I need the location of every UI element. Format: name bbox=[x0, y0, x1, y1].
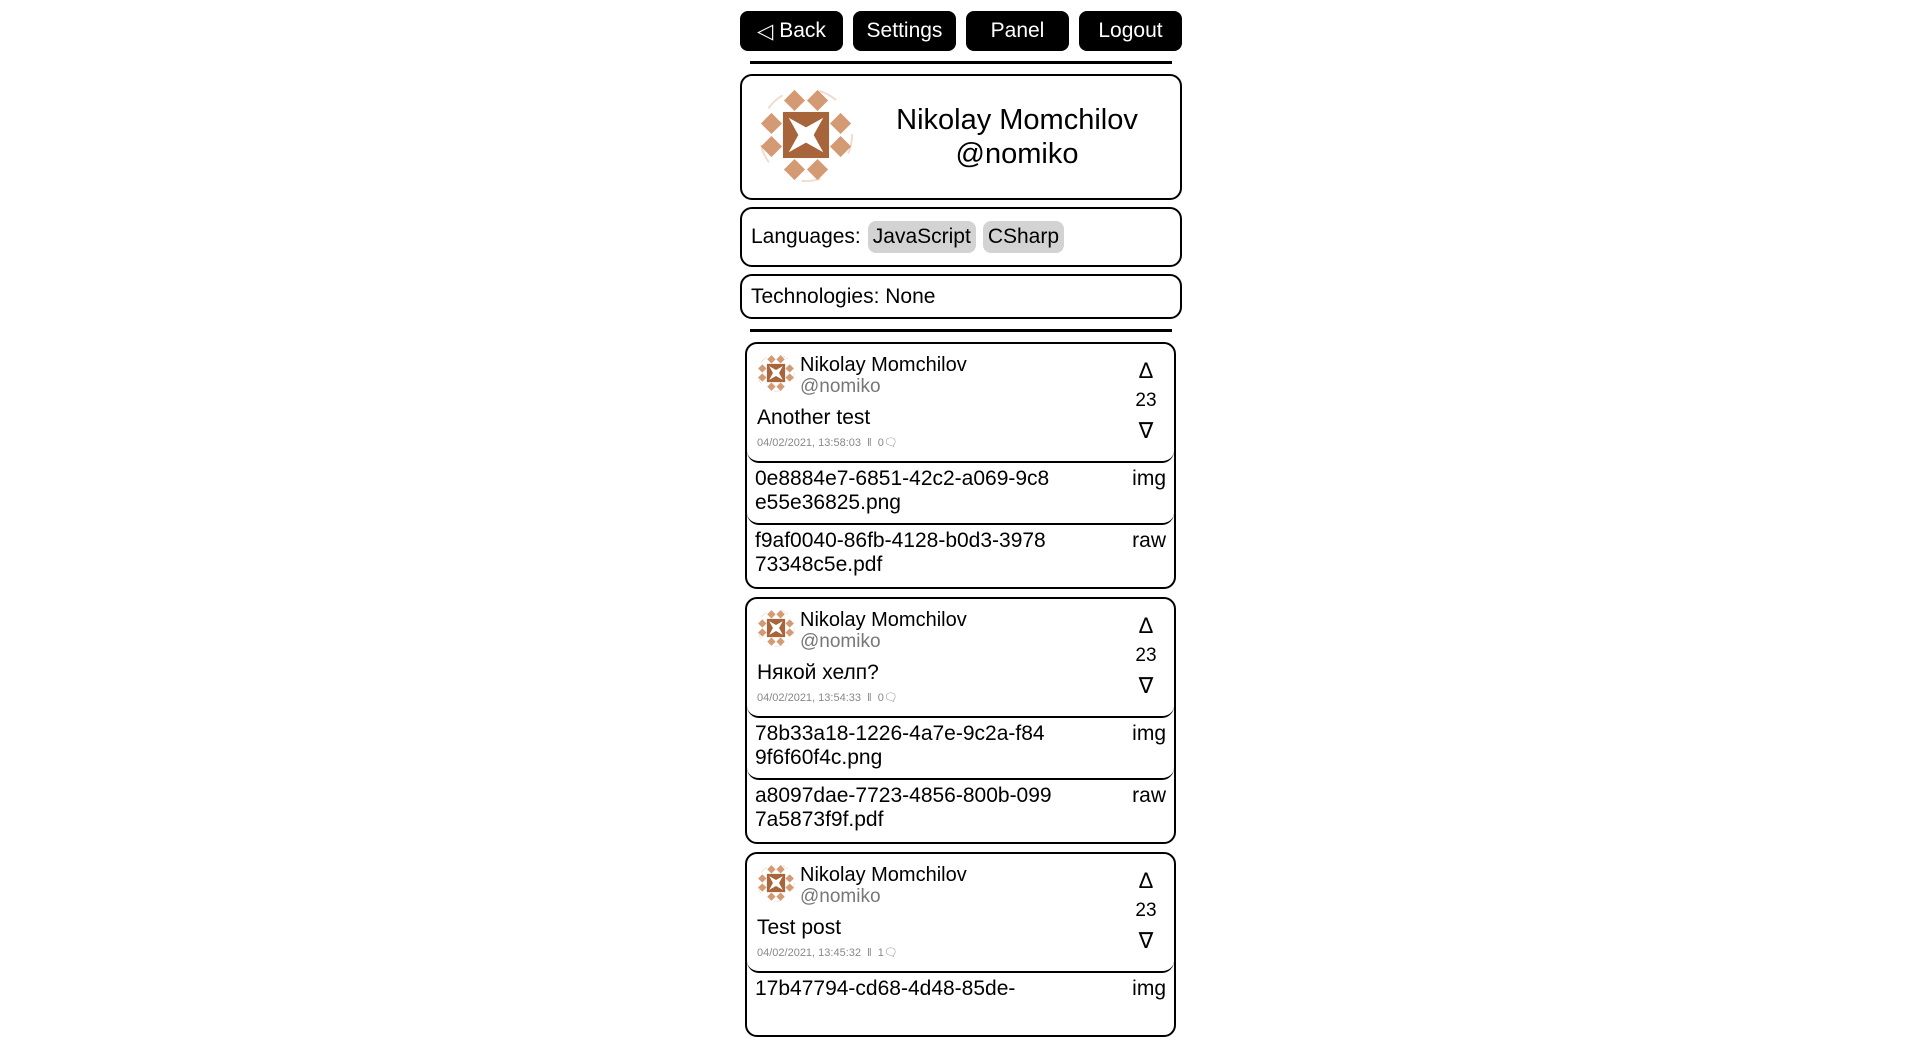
post-card: Nikolay Momchilov @nomiko Another test 0… bbox=[745, 342, 1176, 589]
profile-name: Nikolay Momchilov bbox=[896, 104, 1138, 136]
vote-widget: Δ 23 ∇ bbox=[1128, 866, 1164, 956]
profile-username: @nomiko bbox=[955, 138, 1079, 170]
vote-widget: Δ 23 ∇ bbox=[1128, 356, 1164, 446]
language-tag[interactable]: JavaScript bbox=[867, 221, 976, 253]
post-author-username[interactable]: @nomiko bbox=[800, 886, 881, 907]
post-text[interactable]: Някой хелп? bbox=[757, 661, 879, 684]
attachment-type: raw bbox=[1132, 529, 1166, 552]
attachment-name[interactable]: 0e8884e7-6851-42c2-a069-9c8e55e36825.png bbox=[755, 467, 1050, 514]
vote-widget: Δ 23 ∇ bbox=[1128, 611, 1164, 701]
settings-button[interactable]: Settings bbox=[853, 11, 956, 51]
language-tag[interactable]: CSharp bbox=[982, 221, 1065, 253]
attachment-name[interactable]: f9af0040-86fb-4128-b0d3-397873348c5e.pdf bbox=[755, 529, 1046, 576]
panel-button[interactable]: Panel bbox=[966, 11, 1069, 51]
attachment-name[interactable]: 17b47794-cd68-4d48-85de- bbox=[755, 977, 1016, 1000]
nav-bar: ◁ Back Settings Panel Logout bbox=[740, 11, 1182, 51]
score: 23 bbox=[1135, 900, 1157, 921]
upvote-button[interactable]: Δ bbox=[1138, 613, 1154, 638]
attachment-name[interactable]: a8097dae-7723-4856-800b-0997a5873f9f.pdf bbox=[755, 784, 1052, 831]
divider bbox=[750, 61, 1172, 64]
comment-count: 0 bbox=[877, 437, 884, 449]
technologies-card: Technologies: None bbox=[740, 274, 1182, 319]
divider bbox=[750, 329, 1172, 332]
post-avatar[interactable] bbox=[757, 609, 795, 653]
downvote-button[interactable]: ∇ bbox=[1138, 928, 1154, 953]
comment-icon[interactable]: 🗨 bbox=[883, 437, 898, 449]
score: 23 bbox=[1135, 390, 1157, 411]
post-avatar[interactable] bbox=[757, 354, 795, 398]
post-card: Nikolay Momchilov @nomiko Някой хелп? 04… bbox=[745, 597, 1176, 844]
post-date: 04/02/2021, 13:58:03 bbox=[757, 437, 861, 449]
profile-card: Nikolay Momchilov @nomiko bbox=[740, 74, 1182, 200]
page-column: ◁ Back Settings Panel Logout Nikolay Momc… bbox=[740, 0, 1182, 1045]
post-text[interactable]: Test post bbox=[757, 916, 842, 939]
post-date: 04/02/2021, 13:54:33 bbox=[757, 692, 861, 704]
post-author-username[interactable]: @nomiko bbox=[800, 631, 881, 652]
post-list: Nikolay Momchilov @nomiko Another test 0… bbox=[740, 342, 1182, 1037]
downvote-button[interactable]: ∇ bbox=[1138, 673, 1154, 698]
separator: ‖ bbox=[867, 692, 872, 704]
post-author-username[interactable]: @nomiko bbox=[800, 376, 881, 397]
post-meta: 04/02/2021, 13:45:32 ‖ 1🗨 bbox=[757, 946, 1174, 959]
attachment-row[interactable]: a8097dae-7723-4856-800b-0997a5873f9f.pdf… bbox=[747, 780, 1174, 842]
attachment-row[interactable]: 78b33a18-1226-4a7e-9c2a-f849f6f60f4c.png… bbox=[747, 718, 1174, 780]
comment-icon[interactable]: 🗨 bbox=[883, 692, 898, 704]
identicon-icon bbox=[757, 354, 795, 392]
score: 23 bbox=[1135, 645, 1157, 666]
attachment-type: img bbox=[1132, 977, 1166, 1000]
upvote-button[interactable]: Δ bbox=[1138, 868, 1154, 893]
post-meta: 04/02/2021, 13:54:33 ‖ 0🗨 bbox=[757, 691, 1174, 704]
technologies-label: Technologies: None bbox=[751, 284, 936, 308]
identicon-icon bbox=[758, 87, 854, 182]
post-date: 04/02/2021, 13:45:32 bbox=[757, 947, 861, 959]
comment-icon[interactable]: 🗨 bbox=[883, 947, 898, 959]
upvote-button[interactable]: Δ bbox=[1138, 358, 1154, 383]
attachment-type: img bbox=[1132, 467, 1166, 490]
logout-button[interactable]: Logout bbox=[1079, 11, 1182, 51]
post-author-name[interactable]: Nikolay Momchilov bbox=[800, 609, 967, 631]
comment-count: 0 bbox=[877, 692, 884, 704]
identicon-icon bbox=[757, 609, 795, 647]
downvote-button[interactable]: ∇ bbox=[1138, 418, 1154, 443]
back-button[interactable]: ◁ Back bbox=[740, 11, 843, 51]
back-label: Back bbox=[779, 19, 826, 42]
post-card: Nikolay Momchilov @nomiko Test post 04/0… bbox=[745, 852, 1176, 1037]
languages-label: Languages: bbox=[751, 225, 861, 248]
separator: ‖ bbox=[867, 437, 872, 449]
triangle-left-icon: ◁ bbox=[757, 19, 774, 43]
post-author-name[interactable]: Nikolay Momchilov bbox=[800, 354, 967, 376]
attachment-name[interactable]: 78b33a18-1226-4a7e-9c2a-f849f6f60f4c.png bbox=[755, 722, 1045, 769]
attachment-row[interactable]: 17b47794-cd68-4d48-85de-img bbox=[747, 973, 1174, 1035]
identicon-icon bbox=[757, 864, 795, 902]
comment-count: 1 bbox=[877, 947, 884, 959]
attachment-row[interactable]: f9af0040-86fb-4128-b0d3-397873348c5e.pdf… bbox=[747, 525, 1174, 587]
attachment-type: img bbox=[1132, 722, 1166, 745]
post-author-name[interactable]: Nikolay Momchilov bbox=[800, 864, 967, 886]
post-avatar[interactable] bbox=[757, 864, 795, 908]
avatar bbox=[758, 87, 854, 188]
attachment-row[interactable]: 0e8884e7-6851-42c2-a069-9c8e55e36825.png… bbox=[747, 463, 1174, 525]
post-text[interactable]: Another test bbox=[757, 406, 871, 429]
post-meta: 04/02/2021, 13:58:03 ‖ 0🗨 bbox=[757, 436, 1174, 449]
languages-card: Languages: JavaScript CSharp bbox=[740, 207, 1182, 267]
attachment-type: raw bbox=[1132, 784, 1166, 807]
separator: ‖ bbox=[867, 947, 872, 959]
